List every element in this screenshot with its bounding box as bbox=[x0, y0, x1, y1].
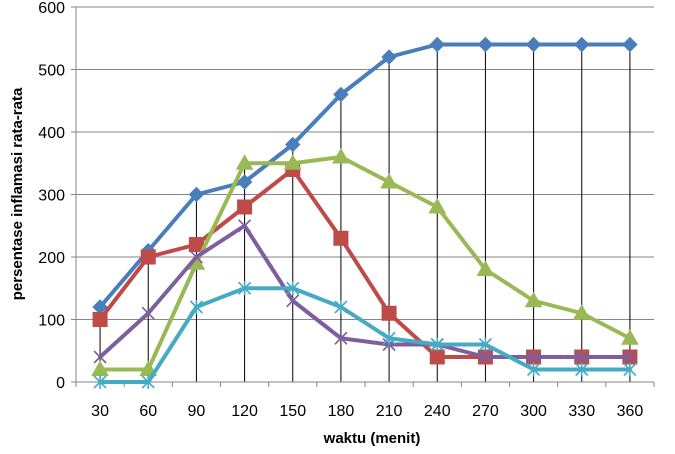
series-3-point-300 bbox=[524, 291, 543, 308]
series-1-point-270 bbox=[477, 36, 494, 53]
series-3-point-180 bbox=[332, 147, 350, 164]
series-2-point-210 bbox=[381, 305, 397, 321]
y-tick-label-0: 0 bbox=[56, 375, 65, 392]
x-tick-label-210: 210 bbox=[376, 403, 403, 420]
y-tick-label-300: 300 bbox=[38, 188, 65, 205]
series-3-line bbox=[98, 155, 632, 372]
series-4-point-30 bbox=[93, 350, 107, 364]
x-tick-label-240: 240 bbox=[424, 403, 451, 420]
x-tick-label-360: 360 bbox=[617, 403, 644, 420]
series-5-point-300 bbox=[527, 362, 541, 377]
series-2-point-240 bbox=[429, 349, 445, 365]
series-5-point-90 bbox=[189, 300, 203, 314]
series-1-line bbox=[98, 42, 632, 309]
series-5-point-180 bbox=[334, 300, 348, 314]
series-1-point-240 bbox=[429, 36, 445, 53]
series-5-point-210 bbox=[382, 331, 396, 346]
series-5-point-330 bbox=[575, 362, 589, 377]
x-tick-label-330: 330 bbox=[568, 403, 595, 420]
y-tick-label-100: 100 bbox=[38, 313, 65, 330]
series-4-point-90 bbox=[189, 250, 203, 264]
series-1-point-90 bbox=[188, 186, 205, 203]
series-1-point-120 bbox=[236, 174, 253, 190]
series-3-point-360 bbox=[621, 329, 639, 345]
series-1-point-180 bbox=[333, 86, 349, 103]
series-group bbox=[91, 36, 639, 389]
series-4-point-60 bbox=[141, 306, 155, 320]
series-5-point-120 bbox=[238, 281, 252, 296]
series-5-line bbox=[98, 286, 632, 384]
x-tick-label-60: 60 bbox=[139, 403, 157, 420]
series-2-point-60 bbox=[140, 249, 156, 265]
y-tick-label-400: 400 bbox=[38, 125, 65, 142]
x-tick-label-120: 120 bbox=[231, 403, 258, 420]
series-1-point-300 bbox=[525, 36, 542, 53]
series-5-point-240 bbox=[430, 337, 444, 352]
series-5-point-150 bbox=[286, 281, 300, 296]
series-4-point-180 bbox=[334, 331, 348, 345]
y-tick-label-200: 200 bbox=[38, 250, 65, 267]
x-tick-label-180: 180 bbox=[328, 403, 355, 420]
series-3-point-240 bbox=[428, 197, 447, 214]
series-4-point-360 bbox=[623, 350, 637, 364]
series-5-point-270 bbox=[478, 337, 492, 352]
series-3-point-150 bbox=[283, 154, 302, 170]
series-5-point-360 bbox=[623, 362, 637, 377]
y-axis-title: persentase inflamasi rata-rata bbox=[9, 87, 26, 300]
tick-labels: 0 100 200 300 400 500 600 30 60 90 120 150 180 210 240… bbox=[38, 0, 643, 420]
y-tick-label-600: 600 bbox=[38, 0, 65, 17]
series-2-line bbox=[98, 167, 632, 359]
series-4-line bbox=[98, 223, 632, 359]
series-2-point-120 bbox=[237, 199, 253, 215]
series-2 bbox=[92, 162, 638, 365]
series-5-point-30 bbox=[93, 375, 107, 389]
series-4-point-150 bbox=[286, 294, 300, 308]
series-3-point-120 bbox=[235, 154, 254, 170]
series-1-point-210 bbox=[381, 49, 397, 65]
series-1-point-330 bbox=[574, 36, 590, 53]
axes bbox=[71, 6, 655, 387]
series-3 bbox=[91, 147, 639, 376]
series-4-point-120 bbox=[238, 219, 252, 233]
x-axis-title: waktu (menit) bbox=[323, 430, 421, 447]
x-tick-label-270: 270 bbox=[472, 403, 499, 420]
series-3-point-330 bbox=[572, 304, 591, 320]
series-3-point-210 bbox=[380, 172, 398, 189]
x-tick-label-30: 30 bbox=[91, 403, 109, 420]
series-5 bbox=[93, 281, 637, 389]
series-1-point-360 bbox=[622, 36, 638, 53]
x-tick-label-150: 150 bbox=[279, 403, 306, 420]
series-3-point-270 bbox=[476, 260, 495, 276]
y-tick-label-500: 500 bbox=[38, 63, 65, 80]
series-2-point-180 bbox=[333, 230, 349, 246]
series-5-point-60 bbox=[141, 375, 155, 389]
series-4-point-330 bbox=[575, 350, 589, 364]
series-1-point-150 bbox=[285, 136, 301, 153]
x-tick-label-90: 90 bbox=[188, 403, 206, 420]
x-tick-label-300: 300 bbox=[520, 403, 547, 420]
series-2-point-30 bbox=[92, 312, 108, 327]
series-4-point-300 bbox=[527, 350, 541, 364]
gridlines bbox=[76, 6, 654, 320]
series-4-point-270 bbox=[478, 350, 492, 364]
